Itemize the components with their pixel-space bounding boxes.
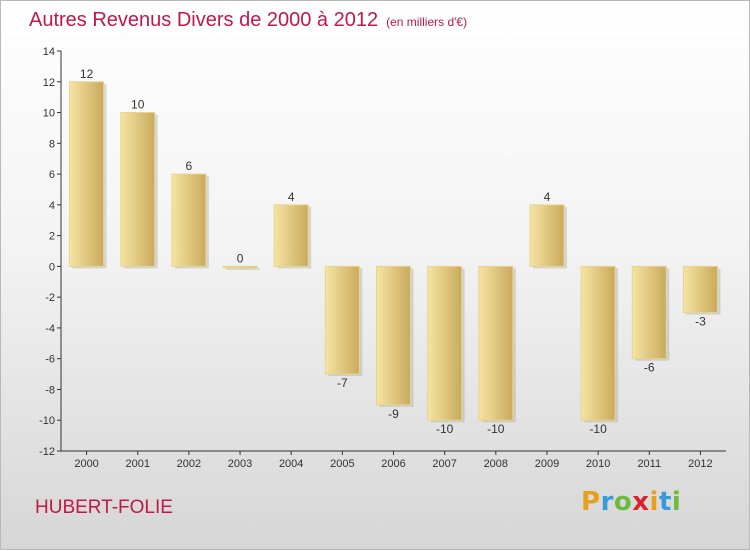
x-tick-label: 2009 — [535, 458, 559, 470]
y-tick-label: 14 — [43, 46, 55, 58]
bar — [682, 265, 718, 314]
x-tick-label: 2002 — [177, 458, 201, 470]
y-tick-label: 0 — [49, 261, 55, 273]
data-label: 4 — [288, 190, 295, 204]
bar-shadow — [226, 268, 261, 270]
data-label: -10 — [487, 422, 505, 436]
data-label: 10 — [131, 98, 145, 112]
data-label: -10 — [589, 422, 607, 436]
bar — [376, 265, 411, 406]
bar — [324, 265, 360, 375]
x-tick-label: 2008 — [484, 458, 508, 470]
logo-letter: P — [581, 487, 601, 517]
bar — [427, 265, 463, 421]
x-tick-label: 2000 — [74, 458, 98, 470]
logo-letter: i — [649, 487, 659, 517]
data-label: 12 — [80, 67, 94, 81]
bar — [631, 265, 667, 360]
y-tick-label: 6 — [49, 169, 55, 181]
proxiti-logo: Proxiti — [581, 487, 681, 517]
y-tick-label: -12 — [39, 446, 55, 458]
bar — [69, 81, 105, 267]
y-tick-label: -2 — [45, 292, 55, 304]
y-tick-label: -6 — [45, 354, 55, 366]
logo-letter: i — [671, 487, 682, 517]
logo-letter: r — [600, 487, 614, 517]
x-tick-label: 2001 — [125, 458, 149, 470]
data-label: 4 — [544, 190, 551, 204]
data-label: -3 — [695, 315, 706, 329]
y-tick-label: -10 — [39, 415, 55, 427]
x-tick-label: 2003 — [228, 458, 252, 470]
bar — [171, 173, 207, 267]
y-tick-label: 10 — [43, 108, 55, 120]
data-label: -10 — [436, 422, 454, 436]
data-label: -6 — [644, 361, 655, 375]
bar — [273, 204, 309, 267]
x-tick-label: 2010 — [586, 458, 610, 470]
y-tick-label: 2 — [49, 231, 55, 243]
logo-letter: x — [632, 487, 650, 517]
y-tick-label: -4 — [45, 323, 55, 335]
x-tick-label: 2011 — [637, 458, 661, 470]
commune-name: HUBERT-FOLIE — [35, 497, 173, 518]
data-label: -7 — [337, 376, 348, 390]
x-tick-label: 2005 — [330, 458, 354, 470]
logo-letter: t — [658, 487, 672, 517]
x-tick-label: 2004 — [279, 458, 303, 470]
title-text: Autres Revenus Divers de 2000 à 2012 — [29, 9, 379, 31]
title-unit: (en milliers d'€) — [386, 15, 468, 29]
bar — [478, 265, 514, 421]
chart-title: Autres Revenus Divers de 2000 à 2012 (en … — [29, 9, 467, 32]
x-tick-label: 2012 — [688, 458, 712, 470]
x-tick-label: 2006 — [381, 458, 405, 470]
y-tick-label: 12 — [43, 77, 55, 89]
data-label: -9 — [388, 407, 399, 421]
data-label: 6 — [186, 159, 193, 173]
bar — [222, 265, 258, 269]
y-tick-label: 8 — [49, 138, 55, 150]
logo-letter: o — [613, 487, 633, 517]
bar — [580, 265, 616, 421]
y-tick-label: -8 — [45, 384, 55, 396]
bar — [529, 204, 565, 267]
data-label: 0 — [237, 251, 244, 265]
bar — [120, 112, 156, 267]
y-tick-label: 4 — [49, 200, 55, 212]
x-tick-label: 2007 — [432, 458, 456, 470]
